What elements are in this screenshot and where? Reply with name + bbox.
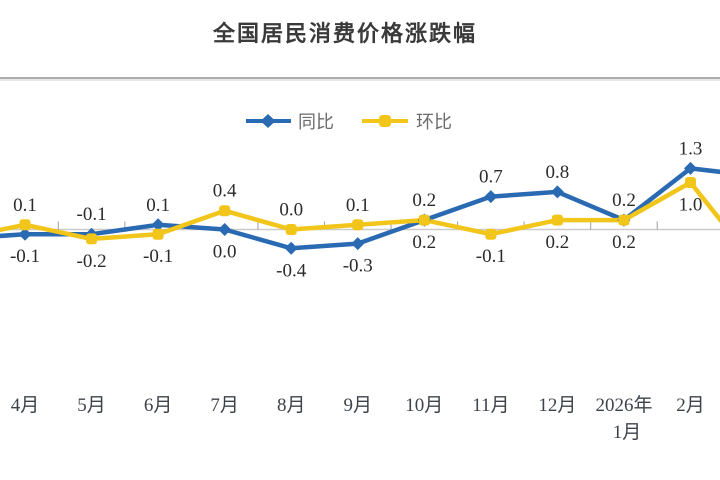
value-label: 1.0 <box>679 195 703 216</box>
data-point-marker <box>485 228 497 240</box>
data-point-marker <box>618 214 630 226</box>
data-point-marker <box>18 227 32 241</box>
value-label: 0.8 <box>546 162 570 183</box>
value-label: 0.0 <box>213 242 237 263</box>
value-label: -0.3 <box>343 256 373 277</box>
x-axis-label: 2月 <box>676 395 705 416</box>
x-axis-label: 9月 <box>343 395 372 416</box>
data-point-marker <box>418 214 430 226</box>
legend-label-yoy: 同比 <box>298 112 334 132</box>
legend: 同比 环比 <box>246 112 452 132</box>
x-axis-label: 2026年 1月 <box>595 394 652 443</box>
value-label: 0.2 <box>412 190 436 211</box>
data-point-marker <box>19 219 31 231</box>
data-point-marker <box>285 224 297 235</box>
data-point-marker <box>152 228 164 240</box>
x-axis-label: 4月 <box>11 395 40 416</box>
x-axis-label: 6月 <box>144 395 173 416</box>
value-label: -0.1 <box>10 246 40 267</box>
value-label: -0.2 <box>77 251 107 272</box>
value-label: 0.2 <box>546 232 570 253</box>
data-point-marker <box>684 161 697 175</box>
mom-legend-marker-icon <box>379 115 391 127</box>
data-point-marker <box>351 237 365 251</box>
top-divider <box>0 77 720 81</box>
value-label: 0.4 <box>213 181 237 202</box>
value-label: 0.7 <box>479 167 503 188</box>
data-point-marker <box>86 233 98 245</box>
data-point-marker <box>218 223 232 236</box>
x-axis-label: 7月 <box>210 395 239 416</box>
value-label: -0.1 <box>77 204 107 225</box>
x-axis-label: 8月 <box>277 395 306 416</box>
legend-item-yoy[interactable]: 同比 <box>246 112 334 132</box>
x-axis-label: 10月 <box>405 395 443 416</box>
data-point-marker <box>219 205 231 217</box>
value-label: 0.2 <box>612 232 636 253</box>
plot-area: -0.1 -0.1 0.1 0.0 -0.4 -0.3 0.2 0.7 0.8 0.2 1.3 0.1… <box>0 138 720 443</box>
data-point-marker <box>352 219 364 231</box>
data-point-marker <box>550 185 564 199</box>
data-point-marker <box>551 214 563 226</box>
data-point-marker <box>685 177 696 188</box>
x-axis-label: 11月 <box>472 395 509 416</box>
value-label: -0.1 <box>143 246 173 267</box>
value-label: 0.0 <box>279 200 303 221</box>
value-label: -0.4 <box>276 260 307 281</box>
value-label: 0.2 <box>612 190 636 211</box>
legend-item-mom[interactable]: 环比 <box>362 112 452 132</box>
legend-label-mom: 环比 <box>416 112 452 132</box>
value-label: 0.2 <box>412 232 436 253</box>
data-point-marker <box>284 241 298 255</box>
value-label: 1.3 <box>679 138 703 159</box>
value-label: 0.1 <box>13 195 37 216</box>
chart-title: 全国居民消费价格涨跌幅 <box>212 21 477 46</box>
value-label: -0.1 <box>476 246 506 267</box>
yoy-legend-marker-icon <box>260 114 276 128</box>
data-point-marker <box>484 190 498 204</box>
value-label: 0.1 <box>146 195 170 216</box>
x-axis-label: 5月 <box>77 395 106 416</box>
x-axis-label: 12月 <box>538 395 576 416</box>
value-label: 0.1 <box>346 195 370 216</box>
data-point-marker <box>151 218 165 232</box>
